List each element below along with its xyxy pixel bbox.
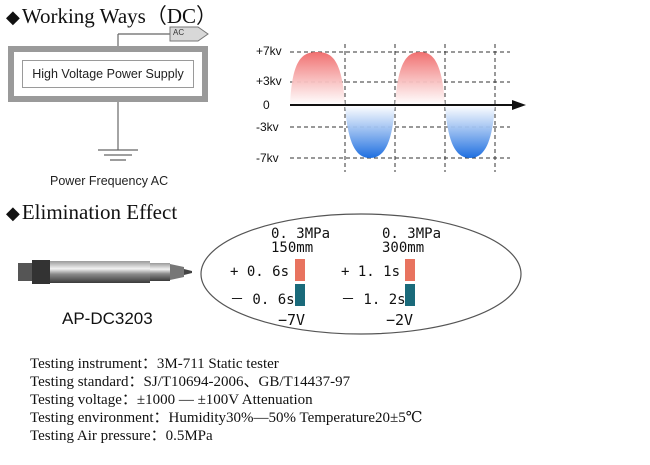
y-label-neg7kv: -7kv xyxy=(256,151,279,165)
test1-minus-time: － 0. 6s xyxy=(230,292,295,308)
elimination-title: Elimination Effect xyxy=(21,200,178,224)
spec-voltage: Testing voltage：±1000 — ±100V Attenuatio… xyxy=(30,392,313,408)
test1-minus-bar xyxy=(295,284,305,306)
nozzle-point xyxy=(184,269,192,275)
result-ellipse xyxy=(200,213,522,335)
power-supply-box: High Voltage Power Supply xyxy=(8,46,208,102)
test2-plus-bar xyxy=(405,259,415,281)
test1-distance: 150mm xyxy=(271,240,314,256)
test1-plus-bar xyxy=(295,259,305,281)
ac-tag-label: AC xyxy=(173,28,185,37)
test2-pressure: 0. 3MPa xyxy=(382,226,442,242)
spec-air-pressure: Testing Air pressure：0.5MPa xyxy=(30,428,213,444)
test2-voltage: −2V xyxy=(386,311,414,329)
diamond-bullet-icon: ◆ xyxy=(6,7,20,27)
negative-half-wave-1 xyxy=(345,105,395,158)
test1-pressure: 0. 3MPa xyxy=(271,226,331,242)
nozzle-end-cap xyxy=(18,263,32,281)
test1-voltage: −7V xyxy=(278,311,306,329)
power-supply-label: High Voltage Power Supply xyxy=(22,60,194,88)
spec-environment: Testing environment：Humidity30%—50% Temp… xyxy=(30,410,423,426)
specs-list: Testing instrument：3M-711 Static tester … xyxy=(30,355,423,445)
axis-arrow-icon xyxy=(512,100,526,110)
negative-half-wave-2 xyxy=(445,105,495,158)
nozzle-tip xyxy=(170,264,184,280)
waveform-chart xyxy=(290,44,526,172)
y-label-0: 0 xyxy=(263,98,270,112)
positive-half-wave-1 xyxy=(290,52,345,105)
nozzle-body xyxy=(50,261,150,283)
y-label-7kv: +7kv xyxy=(256,44,282,58)
test2-plus-time: + 1. 1s xyxy=(341,264,401,280)
test2-minus-time: － 1. 2s xyxy=(341,292,406,308)
spec-standard: Testing standard：SJ/T10694-2006、GB/T1443… xyxy=(30,374,351,390)
test2-distance: 300mm xyxy=(382,240,425,256)
ionizer-nozzle-device xyxy=(18,260,192,284)
spec-instrument: Testing instrument：3M-711 Static tester xyxy=(30,356,279,372)
nozzle-neck xyxy=(150,263,170,281)
y-label-neg3kv: -3kv xyxy=(256,120,279,134)
test2-minus-bar xyxy=(405,284,415,306)
y-label-3kv: +3kv xyxy=(256,74,282,88)
test1-plus-time: + 0. 6s xyxy=(230,264,290,280)
diamond-bullet-icon: ◆ xyxy=(6,203,20,223)
elimination-heading: ◆Elimination Effect xyxy=(6,200,177,225)
circuit-diagram xyxy=(98,26,209,161)
power-frequency-label: Power Frequency AC xyxy=(50,174,169,188)
ac-tag-shape xyxy=(169,26,209,42)
nozzle-connector xyxy=(32,260,50,284)
positive-half-wave-2 xyxy=(395,52,445,105)
model-label: AP-DC3203 xyxy=(62,309,153,328)
working-ways-title: Working Ways（DC） xyxy=(21,4,217,28)
working-ways-heading: ◆Working Ways（DC） xyxy=(6,0,217,30)
